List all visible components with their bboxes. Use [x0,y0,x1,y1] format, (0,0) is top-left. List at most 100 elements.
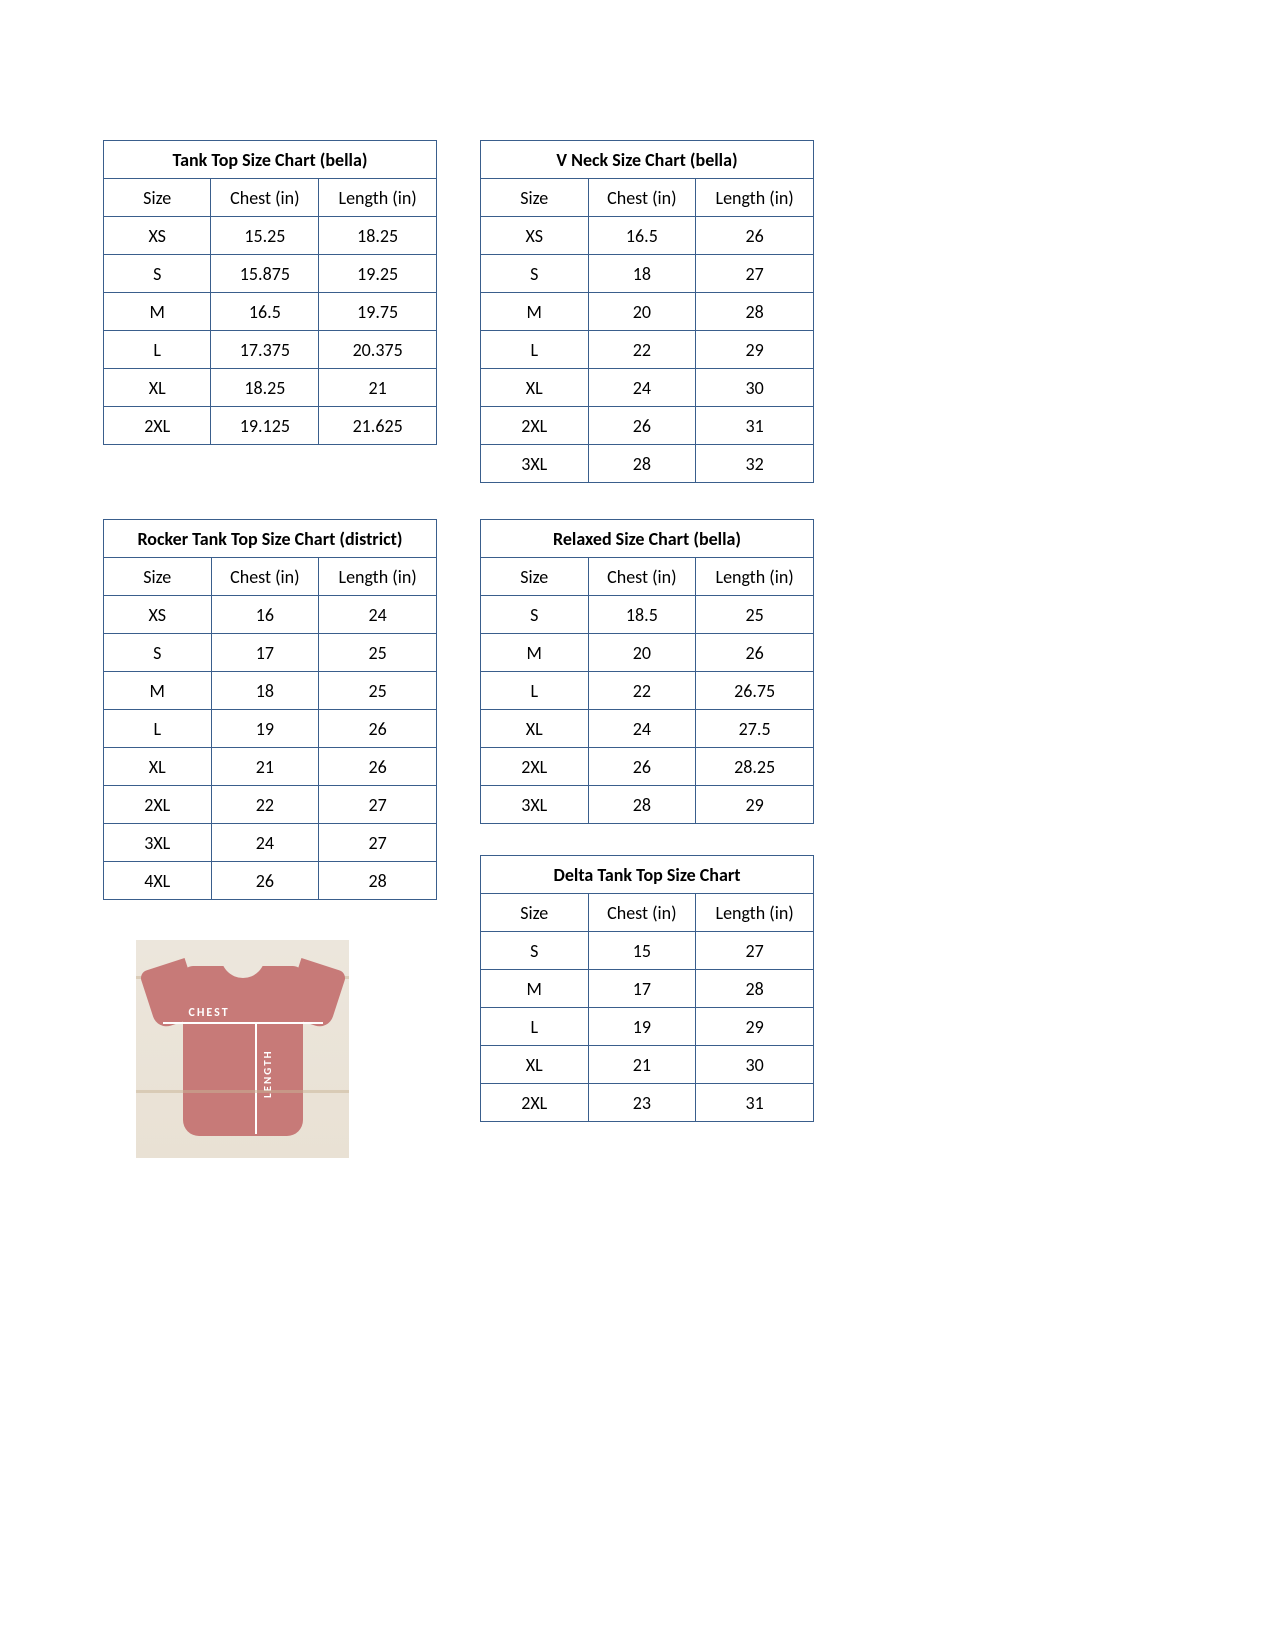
cell: 27.5 [696,710,814,748]
cell: S [481,255,589,293]
cell: 2XL [481,407,589,445]
cell: 28 [696,970,814,1008]
table-row: XL2130 [481,1046,814,1084]
cell: 19.125 [211,407,319,445]
table-body: S1527M1728L1929XL21302XL2331 [481,932,814,1122]
table-vneck-wrap: V Neck Size Chart (bella) Size Chest (in… [480,140,814,483]
cell: 26 [319,710,437,748]
table-row: 3XL2832 [481,445,814,483]
table-tank-bella-wrap: Tank Top Size Chart (bella) Size Chest (… [103,140,437,445]
cell: M [104,293,211,331]
cell: 3XL [481,786,589,824]
cell: 32 [696,445,814,483]
cell: M [104,672,212,710]
cell: 24 [588,710,696,748]
col-header-chest: Chest (in) [211,558,319,596]
cell: 31 [696,1084,814,1122]
cell: S [104,255,211,293]
table-row: L2229 [481,331,814,369]
cell: 16 [211,596,319,634]
cell: 28 [696,293,814,331]
table-body: XS15.2518.25S15.87519.25M16.519.75L17.37… [104,217,437,445]
col-header-chest: Chest (in) [588,558,696,596]
cell: 24 [588,369,696,407]
table-title: V Neck Size Chart (bella) [481,141,814,179]
cell: 16.5 [588,217,696,255]
cell: XL [104,748,212,786]
table-row: L2226.75 [481,672,814,710]
cell: 28 [319,862,437,900]
cell: XL [481,1046,589,1084]
table-tank-bella: Tank Top Size Chart (bella) Size Chest (… [103,140,437,445]
cell: 21 [319,369,437,407]
table-row: 4XL2628 [104,862,437,900]
cell: 22 [588,331,696,369]
table-body: S18.525M2026L2226.75XL2427.52XL2628.253X… [481,596,814,824]
table-row: 2XL2331 [481,1084,814,1122]
table-body: XS16.526S1827M2028L2229XL24302XL26313XL2… [481,217,814,483]
table-row: M2028 [481,293,814,331]
table-row: XL18.2521 [104,369,437,407]
table-row: XL2427.5 [481,710,814,748]
cell: 27 [696,255,814,293]
cell: 26 [696,634,814,672]
cell: XS [481,217,589,255]
col-header-size: Size [104,558,212,596]
cell: XS [104,596,212,634]
table-row: 3XL2829 [481,786,814,824]
cell: 25 [319,634,437,672]
cell: 2XL [481,748,589,786]
table-delta: Delta Tank Top Size Chart Size Chest (in… [480,855,814,1122]
cell: 26.75 [696,672,814,710]
table-row: XL2430 [481,369,814,407]
col-header-chest: Chest (in) [588,179,696,217]
cell: S [481,596,589,634]
table-row: L17.37520.375 [104,331,437,369]
cell: S [481,932,589,970]
cell: 21 [588,1046,696,1084]
table-rocker: Rocker Tank Top Size Chart (district) Si… [103,519,437,900]
cell: 25 [696,596,814,634]
table-row: M1825 [104,672,437,710]
cell: 27 [319,824,437,862]
cell: 19 [588,1008,696,1046]
cell: 29 [696,786,814,824]
cell: 15.25 [211,217,319,255]
table-row: S1827 [481,255,814,293]
table-row: 2XL19.12521.625 [104,407,437,445]
cell: 26 [588,748,696,786]
table-row: L1929 [481,1008,814,1046]
table-row: XL2126 [104,748,437,786]
cell: 28 [588,786,696,824]
cell: L [481,331,589,369]
cell: 18.5 [588,596,696,634]
cell: L [104,710,212,748]
cell: 20 [588,634,696,672]
table-title: Relaxed Size Chart (bella) [481,520,814,558]
cell: 21.625 [319,407,437,445]
table-title: Rocker Tank Top Size Chart (district) [104,520,437,558]
col-header-length: Length (in) [696,558,814,596]
table-row: 2XL2631 [481,407,814,445]
cell: 26 [211,862,319,900]
table-relaxed: Relaxed Size Chart (bella) Size Chest (i… [480,519,814,824]
table-row: S15.87519.25 [104,255,437,293]
table-row: M2026 [481,634,814,672]
col-header-length: Length (in) [319,558,437,596]
shirt-diagram: CHEST LENGTH [136,940,349,1158]
cell: 26 [319,748,437,786]
table-relaxed-wrap: Relaxed Size Chart (bella) Size Chest (i… [480,519,814,824]
cell: 20.375 [319,331,437,369]
col-header-length: Length (in) [696,894,814,932]
table-body: XS1624S1725M1825L1926XL21262XL22273XL242… [104,596,437,900]
table-rocker-wrap: Rocker Tank Top Size Chart (district) Si… [103,519,437,900]
cell: 25 [319,672,437,710]
cell: 24 [211,824,319,862]
cell: 16.5 [211,293,319,331]
table-vneck: V Neck Size Chart (bella) Size Chest (in… [480,140,814,483]
cell: 19.75 [319,293,437,331]
cell: 4XL [104,862,212,900]
cell: 17 [588,970,696,1008]
cell: 24 [319,596,437,634]
length-label: LENGTH [261,1049,274,1098]
